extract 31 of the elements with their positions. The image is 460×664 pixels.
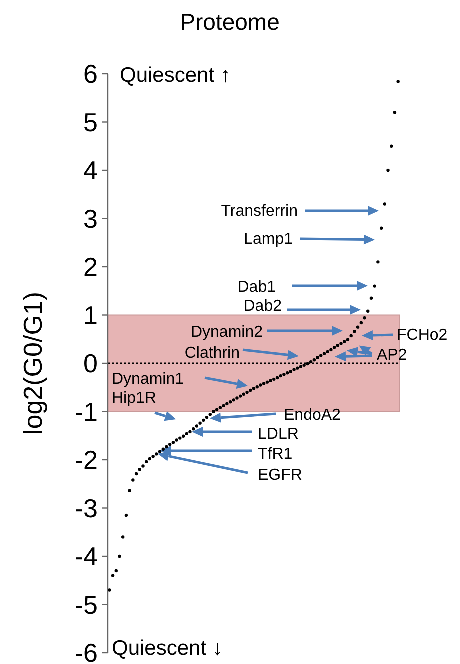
annotation: FCHo2 <box>397 327 448 344</box>
annotation: Quiescent ↓ <box>112 637 223 660</box>
annotation: LDLR <box>258 426 299 443</box>
annotation: Dab2 <box>244 298 282 315</box>
y-tick-label: 3 <box>84 204 98 234</box>
y-tick-label: -2 <box>74 445 98 476</box>
y-tick-label: 1 <box>84 300 98 330</box>
annotation: EGFR <box>258 467 302 484</box>
y-tick-label: -5 <box>74 590 98 620</box>
annotation: Transferrin <box>221 203 298 220</box>
y-tick-label: -3 <box>74 493 98 524</box>
y-axis-title: log2(G0/G1) <box>18 292 48 436</box>
y-tick-label: 4 <box>84 156 98 186</box>
y-tick-label: -6 <box>74 638 98 664</box>
annotation: Lamp1 <box>244 231 294 248</box>
annotation: Dynamin2 <box>190 324 264 341</box>
chart-title: Proteome <box>180 9 280 35</box>
y-tick-label: -1 <box>74 396 98 427</box>
annotation: EndoA2 <box>284 407 342 424</box>
y-tick-label: -4 <box>74 542 98 572</box>
annotation: Quiescent ↑ <box>120 64 231 87</box>
y-tick-label: 0 <box>84 348 98 379</box>
annotation: TfR1 <box>258 446 293 463</box>
y-tick-label: 6 <box>84 59 98 90</box>
annotation: Hip1R <box>112 390 156 407</box>
y-tick-label: 5 <box>84 107 98 138</box>
annotation: Dab1 <box>238 279 276 296</box>
annotation: Dynamin1 <box>112 371 184 388</box>
annotation: AP2 <box>377 347 408 364</box>
annotation: Clathrin <box>184 345 240 362</box>
y-tick-label: 2 <box>84 252 98 282</box>
